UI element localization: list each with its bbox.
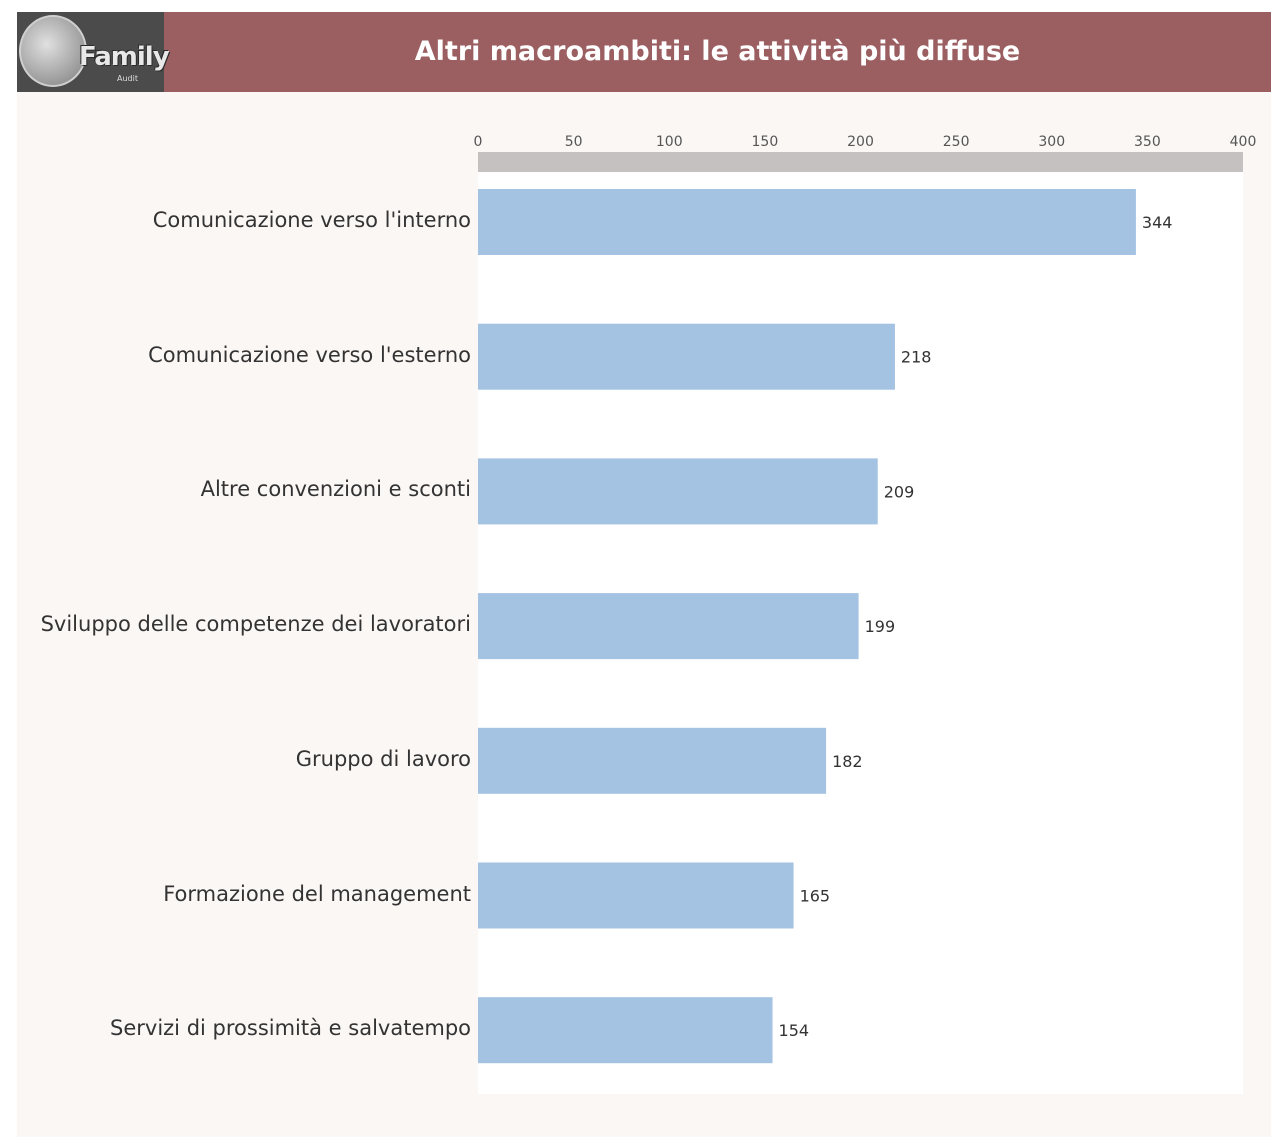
bar: [478, 727, 827, 794]
data-label: 218: [901, 348, 932, 367]
bar: [478, 997, 773, 1064]
category-label: Sviluppo delle competenze dei lavoratori: [40, 612, 471, 637]
x-tick-label: 0: [474, 134, 483, 150]
category-label: Altre convenzioni e sconti: [200, 477, 471, 502]
x-axis-band: [478, 152, 1243, 172]
category-label: Servizi di prossimità e salvatempo: [110, 1016, 471, 1041]
family-audit-logo: Family Audit: [17, 12, 170, 92]
category-label: Formazione del management: [163, 881, 471, 906]
x-tick-label: 100: [656, 134, 683, 150]
data-label: 165: [800, 887, 831, 906]
data-label: 199: [865, 617, 896, 636]
x-tick-label: 150: [752, 134, 779, 150]
logo-emblem-icon: [19, 15, 87, 87]
bar: [478, 189, 1136, 255]
bar: [478, 458, 878, 525]
page-title: Altri macroambiti: le attività più diffu…: [414, 36, 1021, 67]
bar: [478, 862, 794, 929]
x-tick-label: 50: [565, 134, 583, 150]
data-label: 154: [779, 1021, 810, 1040]
bar: [478, 593, 859, 660]
x-tick-label: 200: [847, 134, 874, 150]
logo-text: Family: [79, 42, 170, 72]
category-label: Gruppo di lavoro: [295, 746, 471, 771]
data-label: 182: [832, 752, 863, 771]
category-label: Comunicazione verso l'interno: [152, 208, 471, 232]
data-label: 344: [1142, 213, 1173, 232]
bar: [478, 323, 895, 390]
category-label: Comunicazione verso l'esterno: [148, 342, 471, 367]
x-tick-label: 250: [943, 134, 970, 150]
data-label: 209: [884, 482, 915, 501]
x-tick-label: 350: [1134, 134, 1161, 150]
logo-subtext: Audit: [117, 74, 138, 83]
x-tick-label: 300: [1038, 134, 1065, 150]
header-bar: Family Audit Altri macroambiti: le attiv…: [17, 12, 1271, 92]
x-tick-label: 400: [1230, 134, 1257, 150]
